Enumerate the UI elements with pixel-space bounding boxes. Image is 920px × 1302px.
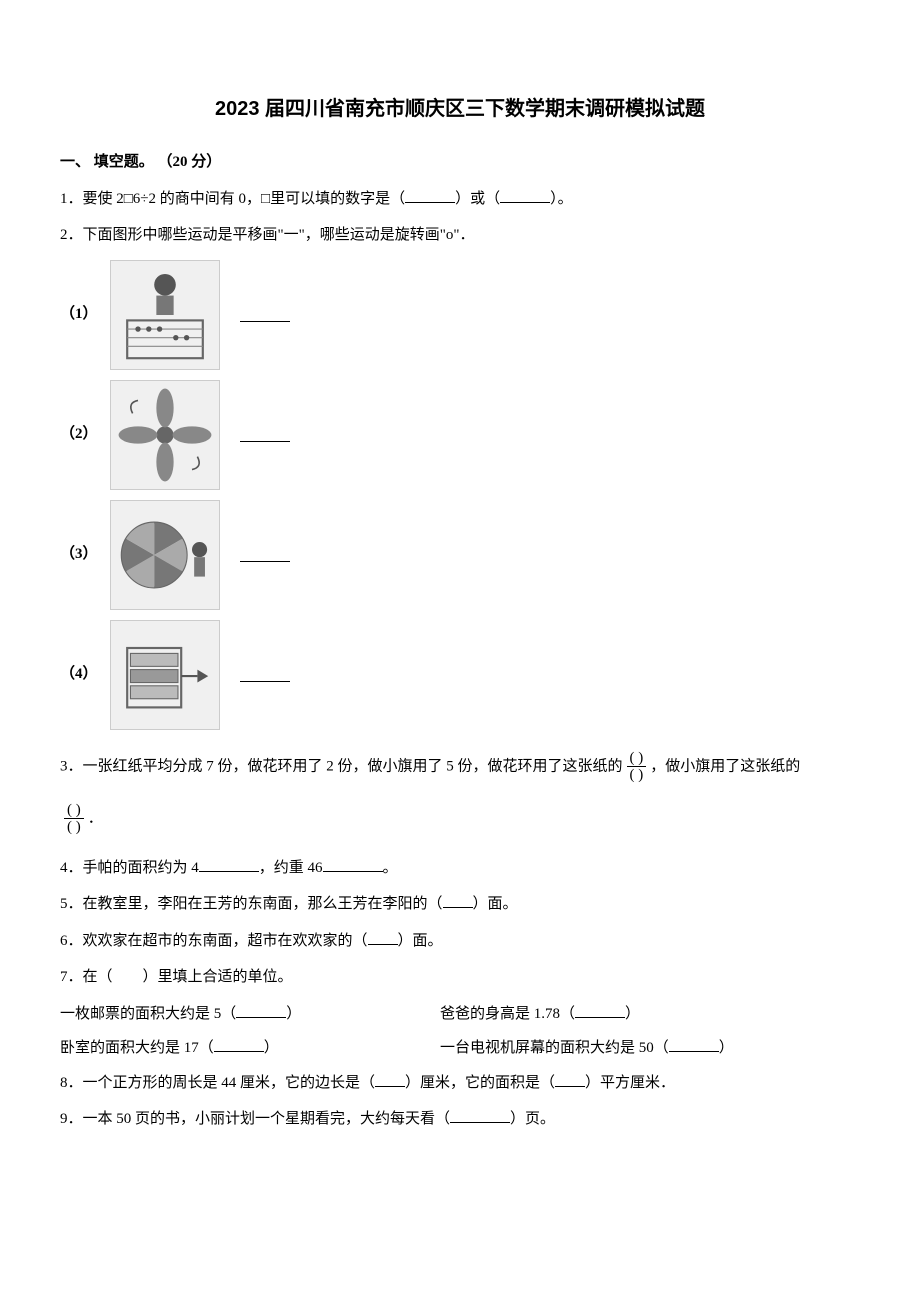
q4-text-end: 。 bbox=[383, 860, 398, 876]
q7-row-2: 卧室的面积大约是 17（ ） 一台电视机屏幕的面积大约是 50（ ） bbox=[60, 1034, 860, 1063]
q6-text-a: 6．欢欢家在超市的东南面，超市在欢欢家的（ bbox=[60, 933, 368, 949]
q7-r1-l-blank bbox=[236, 1003, 286, 1018]
question-3-cont: ( )( )． bbox=[60, 802, 860, 836]
windmill-icon bbox=[111, 501, 219, 609]
q9-text-a: 9．一本 50 页的书，小丽计划一个星期看完，大约每天看（ bbox=[60, 1111, 450, 1127]
q5-text-a: 5．在教室里，李阳在王芳的东南面，那么王芳在李阳的（ bbox=[60, 896, 443, 912]
q7-r2-r-b: ） bbox=[719, 1040, 734, 1056]
q7-r1-left: 一枚邮票的面积大约是 5（ ） bbox=[60, 1000, 440, 1029]
q4-blank-2 bbox=[323, 857, 383, 872]
q3-fraction-1: ( )( ) bbox=[627, 750, 647, 784]
q8-text-a: 8．一个正方形的周长是 44 厘米，它的边长是（ bbox=[60, 1075, 375, 1091]
q8-blank-2 bbox=[555, 1072, 585, 1087]
q5-blank bbox=[443, 893, 473, 908]
question-2: 2．下面图形中哪些运动是平移画"一"，哪些运动是旋转画"o"． bbox=[60, 221, 860, 250]
exam-title: 2023 届四川省南充市顺庆区三下数学期末调研模拟试题 bbox=[60, 90, 860, 128]
question-1: 1．要使 2□6÷2 的商中间有 0，□里可以填的数字是（ ）或（ ）。 bbox=[60, 185, 860, 214]
q6-blank bbox=[368, 930, 398, 945]
section1-header: 一、 填空题。 （20 分） bbox=[60, 148, 860, 177]
q2-item-1: （1） bbox=[60, 260, 860, 370]
question-3: 3．一张红纸平均分成 7 份，做花环用了 2 份，做小旗用了 5 份，做花环用了… bbox=[60, 750, 860, 784]
q2-blank-3 bbox=[240, 547, 290, 562]
q7-r1-l-b: ） bbox=[286, 1006, 301, 1022]
q2-item-2: （2） bbox=[60, 380, 860, 490]
q8-blank-1 bbox=[375, 1072, 405, 1087]
q7-r2-l-blank bbox=[214, 1037, 264, 1052]
q7-r2-l-b: ） bbox=[264, 1040, 279, 1056]
q2-item-4: （4） bbox=[60, 620, 860, 730]
question-4: 4．手帕的面积约为 4 ，约重 46 。 bbox=[60, 854, 860, 883]
q7-r2-l-a: 卧室的面积大约是 17（ bbox=[60, 1040, 214, 1056]
q9-text-end: ）页。 bbox=[510, 1111, 555, 1127]
q6-text-end: ）面。 bbox=[398, 933, 443, 949]
q1-blank-2 bbox=[500, 188, 550, 203]
abacus-icon bbox=[111, 261, 219, 369]
q2-image-4 bbox=[110, 620, 220, 730]
q2-label-4: （4） bbox=[60, 660, 100, 689]
q7-r1-r-a: 爸爸的身高是 1.78（ bbox=[440, 1006, 575, 1022]
q2-image-3 bbox=[110, 500, 220, 610]
q2-label-1: （1） bbox=[60, 300, 100, 329]
q2-item-3: （3） bbox=[60, 500, 860, 610]
q3-text-b: ，做小旗用了这张纸的 bbox=[650, 758, 800, 774]
q5-text-end: ）面。 bbox=[473, 896, 518, 912]
q7-r1-l-a: 一枚邮票的面积大约是 5（ bbox=[60, 1006, 236, 1022]
question-8: 8．一个正方形的周长是 44 厘米，它的边长是（ ）厘米，它的面积是（ ）平方厘米． bbox=[60, 1069, 860, 1098]
frac2-num: ( ) bbox=[64, 802, 84, 820]
frac1-den: ( ) bbox=[627, 767, 647, 784]
q7-r2-r-a: 一台电视机屏幕的面积大约是 50（ bbox=[440, 1040, 669, 1056]
q2-image-1 bbox=[110, 260, 220, 370]
q3-fraction-2: ( )( ) bbox=[64, 802, 84, 836]
question-5: 5．在教室里，李阳在王芳的东南面，那么王芳在李阳的（ ）面。 bbox=[60, 890, 860, 919]
q7-r1-r-blank bbox=[575, 1003, 625, 1018]
q9-blank bbox=[450, 1108, 510, 1123]
q7-row-1: 一枚邮票的面积大约是 5（ ） 爸爸的身高是 1.78（ ） bbox=[60, 1000, 860, 1029]
question-9: 9．一本 50 页的书，小丽计划一个星期看完，大约每天看（ ）页。 bbox=[60, 1105, 860, 1134]
frac2-den: ( ) bbox=[64, 819, 84, 836]
q3-text-a: 3．一张红纸平均分成 7 份，做花环用了 2 份，做小旗用了 5 份，做花环用了… bbox=[60, 758, 623, 774]
q8-text-end: ）平方厘米． bbox=[585, 1075, 675, 1091]
q1-text-mid: ）或（ bbox=[455, 191, 500, 207]
q1-blank-1 bbox=[405, 188, 455, 203]
drawer-icon bbox=[111, 621, 219, 729]
question-6: 6．欢欢家在超市的东南面，超市在欢欢家的（ ）面。 bbox=[60, 927, 860, 956]
q2-label-2: （2） bbox=[60, 420, 100, 449]
q3-text-end: ． bbox=[88, 810, 103, 826]
frac1-num: ( ) bbox=[627, 750, 647, 768]
question-7: 7．在（ ）里填上合适的单位。 bbox=[60, 963, 860, 992]
fan-icon bbox=[111, 381, 219, 489]
q4-text-b: ，约重 46 bbox=[259, 860, 323, 876]
q2-image-2 bbox=[110, 380, 220, 490]
q2-blank-2 bbox=[240, 427, 290, 442]
q4-blank-1 bbox=[199, 857, 259, 872]
q7-r1-right: 爸爸的身高是 1.78（ ） bbox=[440, 1000, 860, 1029]
q2-blank-4 bbox=[240, 667, 290, 682]
q7-r1-r-b: ） bbox=[625, 1006, 640, 1022]
q7-r2-right: 一台电视机屏幕的面积大约是 50（ ） bbox=[440, 1034, 860, 1063]
q8-text-b: ）厘米，它的面积是（ bbox=[405, 1075, 555, 1091]
q1-text-a: 1．要使 2□6÷2 的商中间有 0，□里可以填的数字是（ bbox=[60, 191, 405, 207]
q4-text-a: 4．手帕的面积约为 4 bbox=[60, 860, 199, 876]
q2-blank-1 bbox=[240, 307, 290, 322]
q7-r2-r-blank bbox=[669, 1037, 719, 1052]
q1-text-end: ）。 bbox=[550, 191, 573, 207]
q7-r2-left: 卧室的面积大约是 17（ ） bbox=[60, 1034, 440, 1063]
q2-label-3: （3） bbox=[60, 540, 100, 569]
